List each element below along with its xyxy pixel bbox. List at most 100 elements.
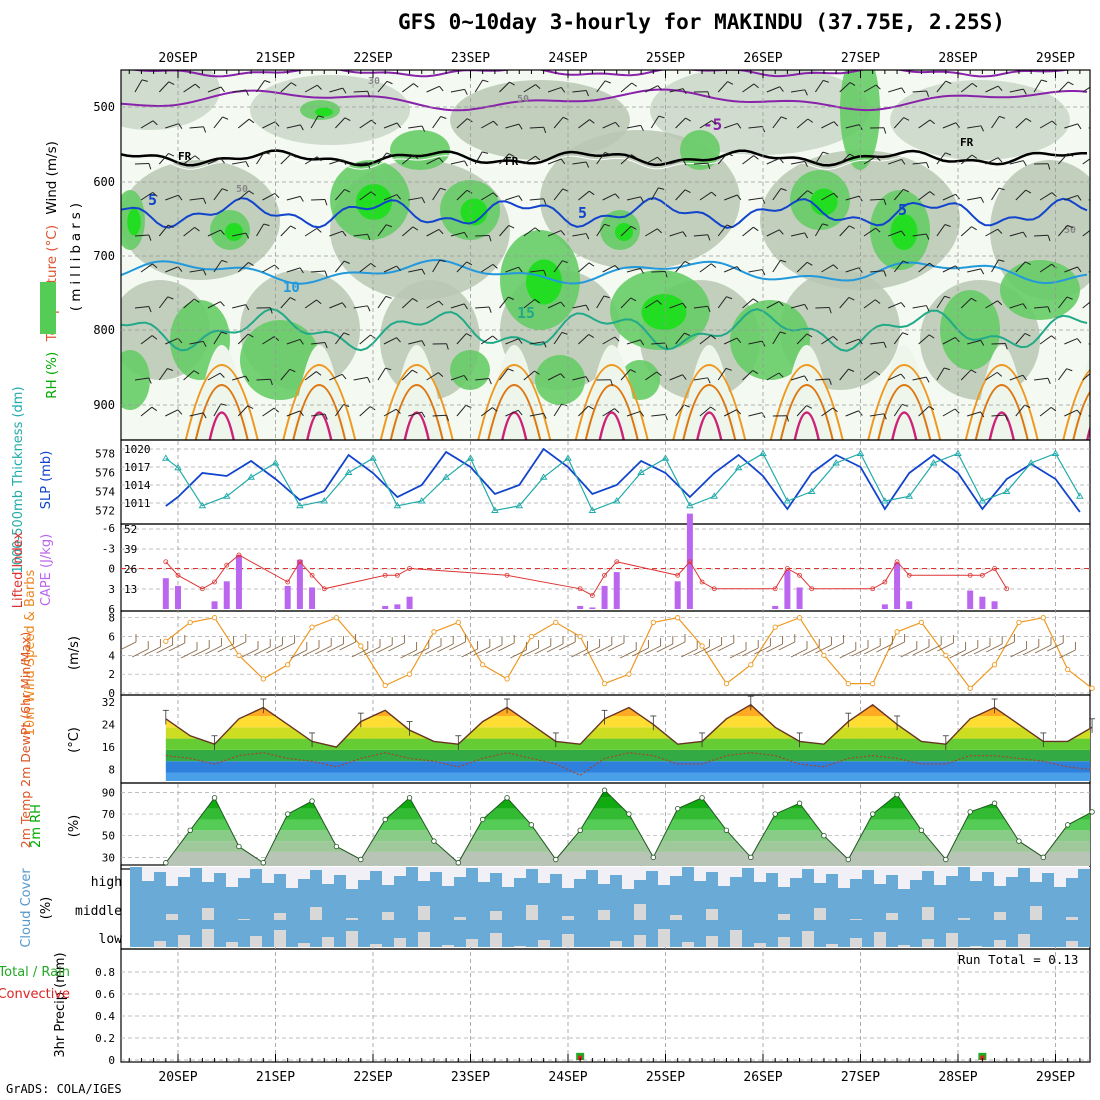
wind-barb bbox=[140, 191, 154, 201]
thickness-point bbox=[881, 497, 889, 504]
wind-barb bbox=[396, 337, 401, 343]
wind-barb bbox=[736, 337, 742, 343]
wind-barb bbox=[998, 259, 1005, 262]
wind-barb bbox=[707, 377, 711, 384]
wind-barb bbox=[761, 412, 766, 419]
wind-speed-point bbox=[894, 629, 900, 635]
wind-barb bbox=[543, 198, 547, 205]
cloud-low-cell bbox=[754, 943, 766, 947]
wind-barb bbox=[583, 646, 600, 656]
temp-band bbox=[165, 761, 1090, 773]
wind-barb bbox=[343, 332, 350, 336]
wind-barb bbox=[560, 301, 566, 307]
wind-barb bbox=[944, 224, 951, 228]
wind-barb bbox=[543, 270, 547, 277]
wind-speed-point bbox=[991, 662, 998, 668]
wind-barb bbox=[456, 404, 467, 417]
wind-barb bbox=[353, 233, 368, 237]
wind-speed-point bbox=[699, 643, 705, 649]
wind-speed-point bbox=[382, 682, 388, 689]
cloud-mid-cell bbox=[310, 907, 322, 920]
wind-barb bbox=[888, 230, 902, 237]
top-date-label: 22SEP bbox=[353, 51, 392, 66]
cloud-high-cell bbox=[226, 867, 238, 887]
lifted-index-point bbox=[992, 566, 997, 571]
wind-barb bbox=[280, 153, 292, 165]
rh-band bbox=[121, 350, 150, 410]
rh-point bbox=[650, 854, 657, 861]
lifted-index-label: Lifted Index bbox=[11, 531, 26, 608]
isotherm-10 bbox=[121, 259, 1088, 285]
cloud-mid-cell bbox=[418, 906, 430, 920]
wind-barb bbox=[543, 341, 547, 348]
wind-barb bbox=[893, 117, 905, 129]
wind-barb bbox=[248, 262, 254, 267]
wind-barb bbox=[385, 367, 392, 371]
wind-barb bbox=[849, 225, 855, 229]
wind-barb bbox=[669, 88, 684, 93]
wind-barb bbox=[248, 190, 255, 195]
temp-band bbox=[165, 727, 1090, 739]
wind-barb bbox=[651, 414, 666, 417]
lifted-index-point bbox=[309, 572, 315, 578]
cloud-high-cell bbox=[934, 867, 946, 885]
wind-barb bbox=[725, 367, 732, 371]
cloud-mid-cell bbox=[238, 919, 250, 920]
wind-barb bbox=[748, 197, 763, 201]
rh-band bbox=[388, 345, 445, 440]
lifted-index-point bbox=[906, 572, 912, 578]
wind-barb bbox=[456, 261, 467, 273]
wind-barb bbox=[949, 649, 966, 659]
lifted-index-point bbox=[224, 562, 230, 568]
cloud-mid-cell bbox=[454, 917, 466, 920]
cloud-high-cell bbox=[202, 867, 214, 882]
wind-speed-point bbox=[285, 662, 291, 668]
wind-barb bbox=[869, 413, 884, 417]
thickness-point bbox=[856, 449, 865, 456]
wind-barb bbox=[232, 304, 246, 309]
wind-barb bbox=[558, 641, 576, 651]
wind-barb bbox=[585, 161, 590, 168]
lifted-index-point bbox=[882, 579, 888, 585]
thickness-point bbox=[929, 459, 938, 466]
wind-barb bbox=[970, 369, 977, 374]
cloud-high-cell bbox=[154, 867, 166, 872]
wind-barb bbox=[177, 266, 183, 272]
wind-barb bbox=[578, 190, 590, 201]
wind-barb bbox=[883, 270, 887, 277]
wind-barb bbox=[925, 305, 930, 312]
cloud-high-cell bbox=[214, 867, 226, 873]
wind-barb bbox=[780, 259, 787, 263]
temp-bands bbox=[165, 704, 1090, 781]
wind-barb bbox=[426, 300, 439, 309]
rh-tick-label: 70 bbox=[102, 808, 115, 821]
isotherm-25 bbox=[487, 384, 542, 440]
wind-barb bbox=[845, 410, 859, 417]
wind-barb bbox=[167, 296, 174, 300]
rh-band bbox=[778, 345, 835, 440]
wind-barb bbox=[752, 370, 759, 375]
cloud-high-cell bbox=[142, 867, 154, 881]
wind-barb bbox=[262, 192, 276, 201]
wind-barb bbox=[657, 85, 663, 91]
wind-barb bbox=[902, 260, 909, 264]
wind-barb bbox=[814, 151, 824, 165]
wind-barb bbox=[893, 188, 904, 201]
temp-label: 2m Temp 2m DewPt (6hr Min/Max) bbox=[18, 632, 33, 848]
cape-bar bbox=[796, 587, 803, 609]
wind-barb bbox=[401, 369, 413, 381]
wind-barb bbox=[845, 267, 860, 273]
wind-barb bbox=[796, 261, 808, 273]
wind-barb bbox=[699, 191, 712, 201]
wind-barb bbox=[645, 299, 658, 309]
wind-barb bbox=[585, 233, 590, 240]
wind-barb bbox=[1066, 368, 1073, 372]
chart-title: GFS 0~10day 3-hourly for MAKINDU (37.75E… bbox=[398, 10, 1005, 34]
isotherm-25 bbox=[584, 384, 639, 440]
wind-barb bbox=[168, 642, 186, 652]
wind-barb bbox=[518, 195, 523, 201]
wind-barb bbox=[936, 295, 945, 309]
wind-barb bbox=[832, 407, 838, 413]
bottom-date-label: 28SEP bbox=[938, 1070, 977, 1085]
